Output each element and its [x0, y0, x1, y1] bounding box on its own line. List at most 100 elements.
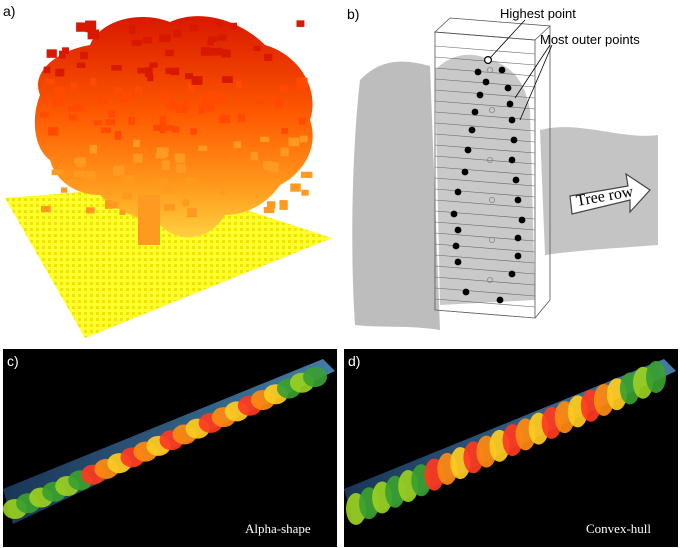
outer-arrow-1: [514, 44, 551, 99]
highest-arrow: [489, 19, 526, 59]
canopy-block: [112, 165, 125, 176]
canopy-block: [256, 98, 264, 105]
canopy-block: [129, 25, 136, 34]
canopy-block: [279, 200, 288, 210]
canopy-block: [202, 96, 214, 105]
slice-line: [434, 67, 536, 77]
canopy-block: [296, 77, 308, 87]
canopy-block: [266, 201, 276, 209]
canopy-block: [134, 86, 142, 97]
canopy-block: [207, 38, 214, 46]
canopy-block: [166, 103, 175, 110]
canopy-block: [263, 207, 275, 214]
slice-line: [434, 199, 536, 209]
panel-a-label: a): [3, 3, 16, 19]
canopy-block: [87, 29, 100, 40]
canopy-block: [70, 82, 78, 90]
canopy-block: [210, 47, 223, 56]
canopy-block: [76, 22, 87, 32]
alpha-shape-caption: Alpha-shape: [245, 521, 311, 536]
canopy-block: [299, 117, 306, 125]
canopy-block: [62, 47, 69, 54]
canopy-block: [108, 110, 116, 118]
outer-point: [474, 68, 482, 76]
slice-line: [434, 287, 536, 297]
canopy-block: [210, 90, 219, 101]
canopy-block: [98, 94, 109, 104]
outer-point: [450, 210, 458, 218]
outer-arrow-2: [519, 44, 553, 121]
tree-row-diagram: [352, 17, 658, 330]
canopy-block: [89, 144, 98, 154]
canopy-block: [159, 124, 166, 134]
most-outer-points-label: Most outer points: [540, 32, 640, 47]
canopy-block: [155, 153, 167, 159]
outer-point: [484, 55, 493, 64]
canopy-block: [104, 187, 114, 195]
outer-point: [508, 270, 516, 278]
slice-line: [434, 89, 536, 99]
outer-point: [488, 196, 495, 203]
canopy-block: [264, 53, 273, 61]
canopy-block: [53, 86, 62, 97]
canopy-block: [86, 207, 95, 214]
canopy-block: [187, 82, 195, 92]
outer-point: [506, 100, 514, 108]
canopy-block: [45, 78, 55, 85]
canopy-block: [51, 169, 64, 176]
canopy-block: [265, 161, 276, 170]
outer-point: [462, 288, 470, 296]
slice-line: [434, 133, 536, 143]
canopy-block: [59, 50, 66, 59]
canopy-block: [230, 22, 238, 30]
outer-point: [454, 258, 462, 266]
slice-line: [434, 188, 536, 198]
canopy-block: [52, 98, 63, 107]
canopy-block: [142, 37, 152, 44]
outer-point: [476, 91, 484, 99]
canopy-block: [90, 77, 97, 86]
canopy-block: [73, 170, 86, 178]
canopy-block: [41, 205, 51, 213]
outer-point: [488, 107, 495, 114]
slice-line: [434, 243, 536, 253]
outer-point: [468, 126, 476, 134]
canopy-block: [235, 80, 242, 89]
outer-point: [508, 156, 516, 164]
canopy-block: [301, 189, 309, 196]
canopy-block: [164, 49, 174, 57]
outer-points: [450, 55, 526, 304]
outer-point: [498, 66, 506, 74]
canopy-block: [105, 119, 115, 126]
canopy-block: [187, 208, 197, 218]
canopy-block: [163, 125, 175, 131]
outer-point: [488, 236, 495, 243]
canopy-block: [40, 112, 49, 118]
panel-a: a): [0, 0, 340, 340]
outer-point: [508, 116, 516, 124]
canopy-block: [43, 66, 51, 74]
outer-point: [464, 146, 472, 154]
slice-line: [434, 155, 536, 165]
slice-line: [434, 298, 536, 308]
canopy-block: [60, 187, 68, 193]
slice-line: [434, 177, 536, 187]
canopy-block: [114, 131, 122, 140]
canopy-block: [190, 127, 197, 135]
canopy-block: [76, 157, 86, 168]
slice-line: [434, 254, 536, 264]
canopy-block: [169, 98, 176, 108]
panel-c-label: c): [7, 353, 19, 369]
canopy-block: [218, 114, 231, 124]
panel-c: c) Alpha-shape: [3, 349, 337, 547]
panel-d-label: d): [348, 353, 361, 369]
panel-b: b) Highest point Most outer points Tree …: [340, 0, 680, 340]
canopy-block: [161, 184, 171, 190]
outer-point: [512, 176, 520, 184]
canopy-block: [184, 73, 194, 80]
canopy-block: [182, 199, 190, 206]
canopy-block: [94, 120, 102, 126]
ground-plane: [5, 185, 332, 338]
outer-point: [482, 78, 490, 86]
canopy-block: [144, 67, 153, 78]
